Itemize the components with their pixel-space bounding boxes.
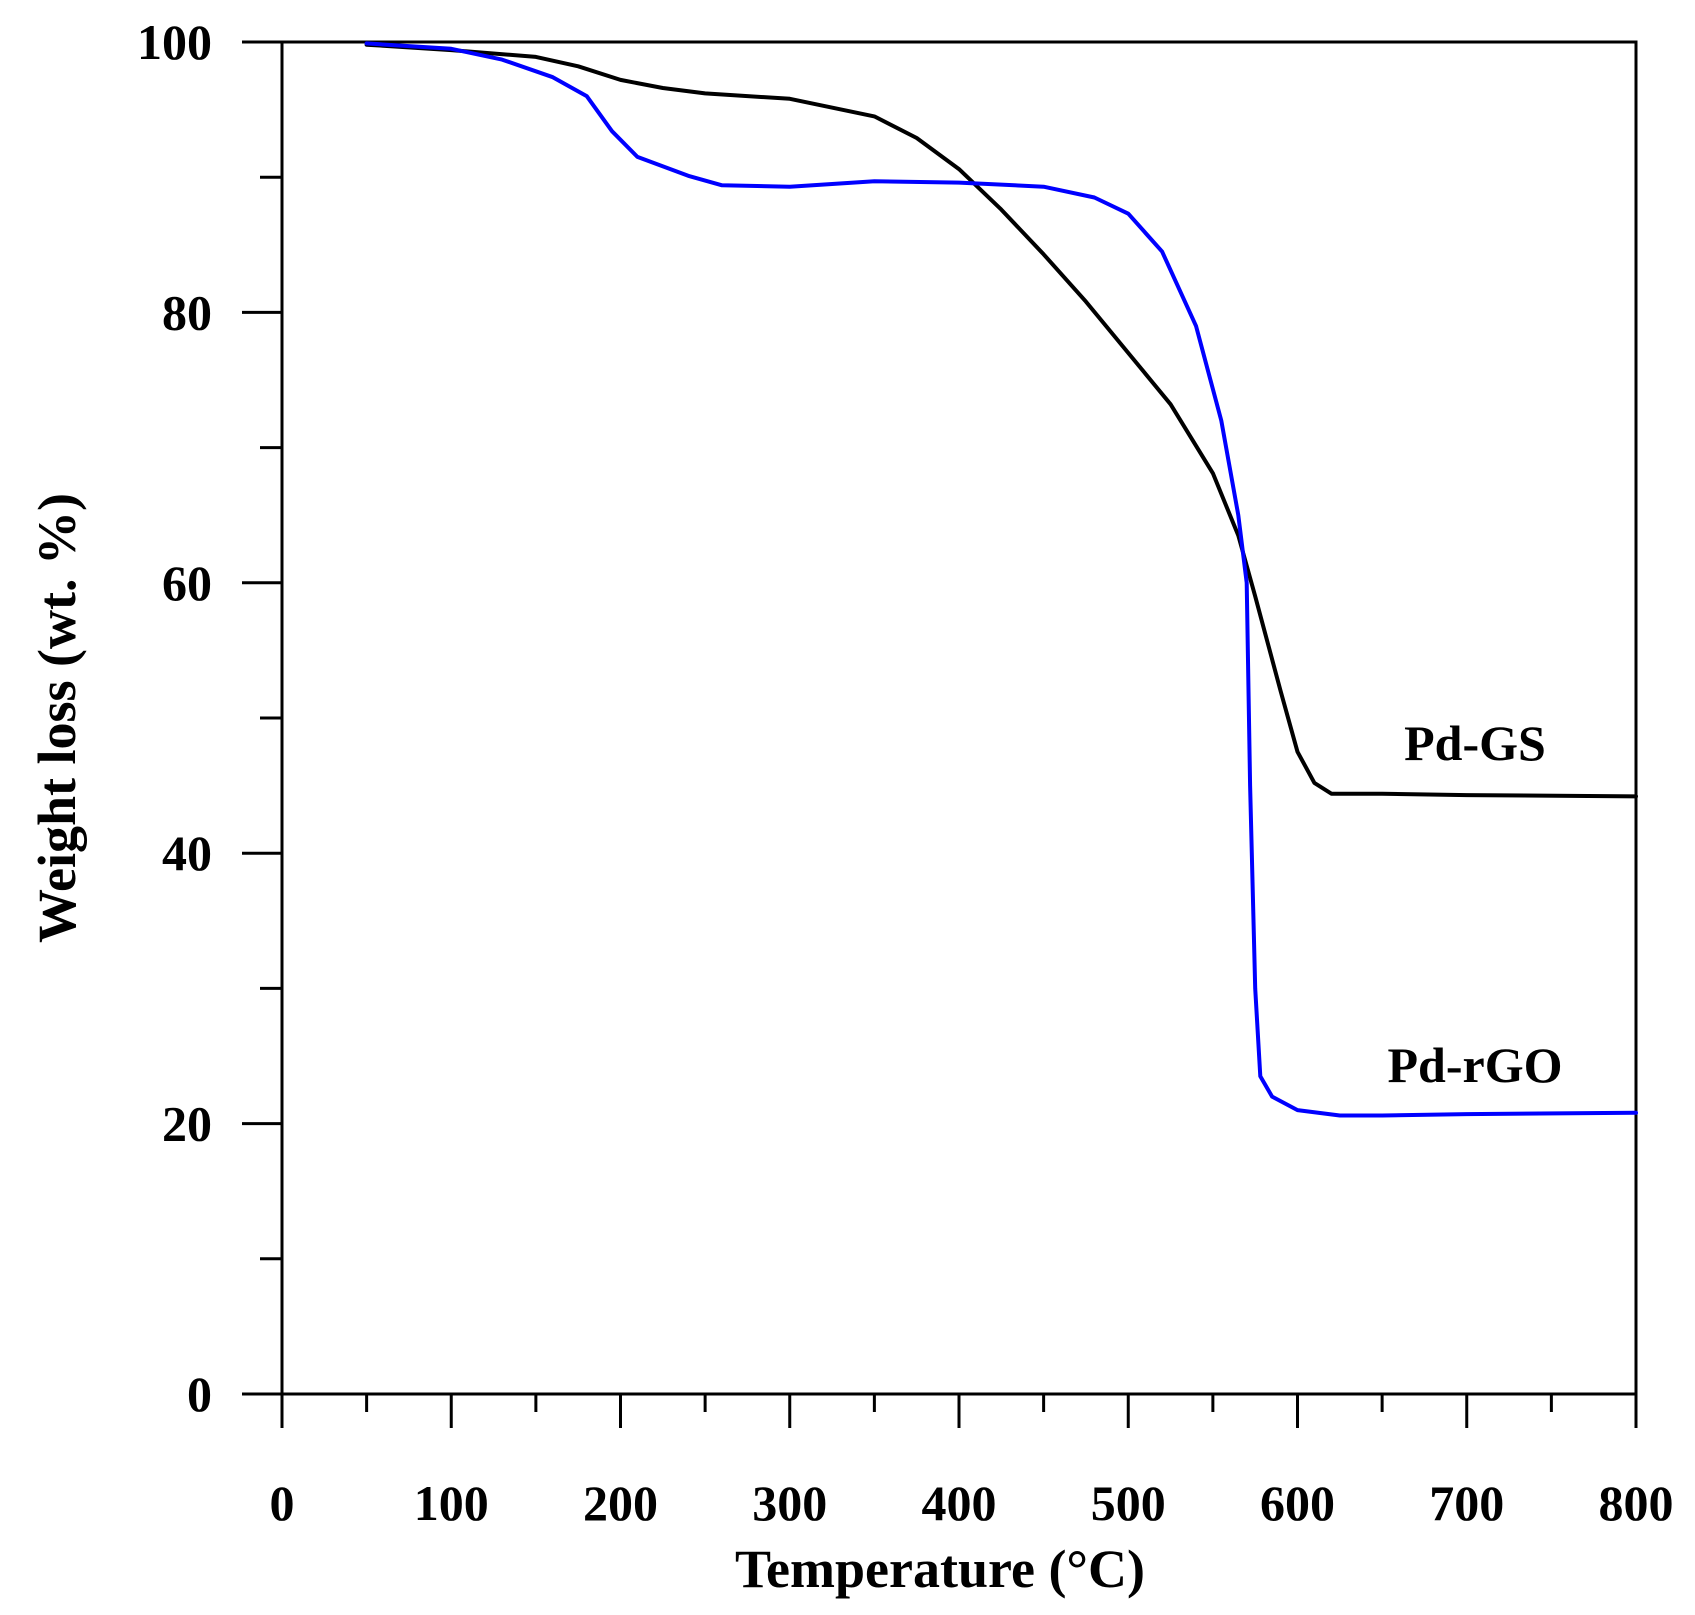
series-label-pd-gs: Pd-GS — [1404, 715, 1546, 771]
x-tick-label: 200 — [583, 1475, 658, 1531]
x-axis-ticks: 0 100 200 300 400 500 600 700 800 — [270, 1394, 1674, 1531]
y-tick-label: 40 — [162, 825, 212, 881]
y-tick-label: 100 — [137, 14, 212, 70]
x-tick-label: 400 — [922, 1475, 997, 1531]
x-tick-label: 300 — [752, 1475, 827, 1531]
series-lines — [364, 41, 1638, 1118]
y-tick-label: 80 — [162, 284, 212, 340]
y-axis-ticks: 0 20 40 60 80 100 — [137, 14, 282, 1422]
y-tick-label: 60 — [162, 555, 212, 611]
series-label-pd-rgo: Pd-rGO — [1388, 1037, 1563, 1093]
x-tick-label: 600 — [1260, 1475, 1335, 1531]
series-line-pd-rgo — [364, 41, 1638, 1118]
x-tick-label: 800 — [1599, 1475, 1674, 1531]
x-tick-label: 500 — [1091, 1475, 1166, 1531]
x-tick-label: 100 — [414, 1475, 489, 1531]
x-tick-label: 0 — [270, 1475, 295, 1531]
y-tick-label: 0 — [187, 1366, 212, 1422]
x-axis-title: Temperature (°C) — [735, 1539, 1145, 1599]
y-axis-title: Weight loss (wt. %) — [27, 493, 87, 943]
x-tick-label: 700 — [1429, 1475, 1504, 1531]
series-line-pd-gs — [364, 42, 1638, 799]
y-tick-label: 20 — [162, 1096, 212, 1152]
